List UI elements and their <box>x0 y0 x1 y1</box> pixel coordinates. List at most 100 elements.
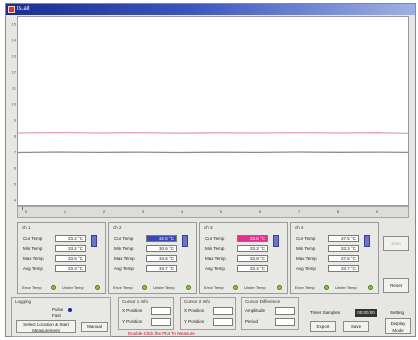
radio-fast-label: Fast <box>52 313 61 318</box>
under-led-icon <box>186 285 191 290</box>
start-button[interactable]: Start <box>383 236 409 251</box>
cursor2-x-label: X Position <box>184 308 205 313</box>
export-button[interactable]: Export <box>310 321 336 332</box>
cursor1-y-label: Y Position <box>122 319 143 324</box>
x-tick-label: 7 <box>297 209 301 214</box>
avg-temp-label: Avg Temp <box>114 266 134 271</box>
y-tick-label: 5 <box>13 181 16 187</box>
cursor2-y-label: Y Position <box>184 319 205 324</box>
setting-label[interactable]: Setting <box>390 310 405 315</box>
max-temp-label: Max Temp <box>205 256 226 261</box>
min-temp-label: Min Temp <box>23 246 43 251</box>
plot-svg <box>17 131 409 154</box>
y-tick-label: 6 <box>13 165 16 171</box>
save-button[interactable]: Save <box>343 321 369 332</box>
cursor1-group: Cursor 1 Info X Position Y Position <box>118 297 174 330</box>
cursor2-title: Cursor 2 Info <box>184 299 211 304</box>
cur-temp-label: Cur Temp <box>23 236 43 241</box>
x-tick-mark <box>22 207 23 210</box>
channel-slider[interactable] <box>364 235 370 247</box>
channel-panel-2: ch 2 Cur Temp 32.6 °C Min Temp 30.6 °C Max… <box>108 222 197 294</box>
y-tick-label: 10 <box>11 101 16 107</box>
title-bar: ts.ait <box>6 4 415 15</box>
channel-title: ch 2 <box>113 225 122 230</box>
min-temp-label: Min Temp <box>205 246 225 251</box>
plot-line-upper <box>17 131 409 135</box>
app-icon <box>8 6 15 13</box>
avg-temp-label: Avg Temp <box>205 266 225 271</box>
min-temp-value: 30.6 °C <box>146 245 177 252</box>
under-led-icon <box>368 285 373 290</box>
x-tick-label: 8 <box>336 209 340 214</box>
under-temp-label: Under Temp <box>153 285 175 290</box>
display-mode-button[interactable]: Display Mode <box>385 318 411 334</box>
error-led-icon <box>142 285 147 290</box>
manual-button[interactable]: Manual <box>81 322 108 332</box>
y-tick-label: 13 <box>11 53 16 59</box>
error-led-icon <box>324 285 329 290</box>
period-field[interactable] <box>275 318 295 326</box>
y-tick-label: 12 <box>11 69 16 75</box>
avg-temp-value: 33.7 °C <box>146 265 177 272</box>
radio-pulse-label: Pulse <box>52 307 64 312</box>
y-tick-label: 4 <box>13 197 16 203</box>
cursor1-y-field[interactable] <box>151 318 171 326</box>
plot-hint-note: Double-Click the Plot To Measure <box>128 331 195 336</box>
min-temp-label: Min Temp <box>296 246 316 251</box>
max-temp-value: 33.5 °C <box>55 255 86 262</box>
cur-temp-label: Cur Temp <box>114 236 134 241</box>
channel-panel-4: ch 4 Cur Temp 37.5 °C Min Temp 33.3 °C Max… <box>290 222 379 294</box>
under-temp-label: Under Temp <box>62 285 84 290</box>
cursor2-group: Cursor 2 Info X Position Y Position <box>180 297 236 330</box>
period-label: Period <box>245 319 259 324</box>
cur-temp-value: 33.2 °C <box>55 235 86 242</box>
cursor1-title: Cursor 1 Info <box>122 299 149 304</box>
plot-line-lower <box>17 151 409 154</box>
cursor1-x-label: X Position <box>122 308 143 313</box>
x-tick-label: 5 <box>219 209 223 214</box>
cursor2-x-field[interactable] <box>213 307 233 315</box>
channel-slider[interactable] <box>91 235 97 247</box>
select-location-button[interactable]: Select Location & Start Measurement <box>16 320 76 333</box>
y-tick-label: 8 <box>13 133 16 139</box>
x-tick-label: 3 <box>141 209 145 214</box>
max-temp-value: 33.8 °C <box>237 255 268 262</box>
radio-pulse[interactable] <box>68 308 72 312</box>
logging-title: Logging <box>15 299 32 304</box>
x-tick-label: 2 <box>102 209 106 214</box>
channel-title: ch 4 <box>295 225 304 230</box>
cur-temp-value: 33.6 °C <box>237 235 268 242</box>
x-tick-label: 9 <box>375 209 379 214</box>
window-title: ts.ait <box>17 6 30 12</box>
channel-title: ch 1 <box>22 225 31 230</box>
under-led-icon <box>95 285 100 290</box>
y-tick-label: 7 <box>13 149 16 155</box>
amplitude-field[interactable] <box>275 307 295 315</box>
cursor2-y-field[interactable] <box>213 318 233 326</box>
min-temp-value: 33.3 °C <box>328 245 359 252</box>
cur-temp-value: 32.6 °C <box>146 235 177 242</box>
min-temp-label: Min Temp <box>114 246 134 251</box>
max-temp-label: Max Temp <box>114 256 135 261</box>
cursor1-x-field[interactable] <box>151 307 171 315</box>
temperature-plot[interactable] <box>17 16 409 206</box>
channel-slider[interactable] <box>182 235 188 247</box>
avg-temp-label: Avg Temp <box>296 266 316 271</box>
error-temp-label: Error Temp <box>22 285 42 290</box>
cur-temp-label: Cur Temp <box>296 236 316 241</box>
y-axis-labels: 15 14 13 12 11 10 9 8 7 6 5 4 <box>6 16 16 206</box>
y-tick-label: 14 <box>11 37 16 43</box>
cursor-difference-title: Cursor Difference <box>245 299 281 304</box>
avg-temp-label: Avg Temp <box>23 266 43 271</box>
min-temp-value: 33.2 °C <box>55 245 86 252</box>
channel-slider[interactable] <box>273 235 279 247</box>
amplitude-label: Amplitude <box>245 308 266 313</box>
error-temp-label: Error Temp <box>113 285 133 290</box>
max-temp-value: 33.6 °C <box>146 255 177 262</box>
error-led-icon <box>51 285 56 290</box>
cursor-difference-group: Cursor Difference Amplitude Period <box>241 297 299 330</box>
avg-temp-value: 33.4 °C <box>237 265 268 272</box>
reset-button[interactable]: Reset <box>383 278 409 293</box>
min-temp-value: 33.3 °C <box>237 245 268 252</box>
y-tick-label: 15 <box>11 21 16 27</box>
